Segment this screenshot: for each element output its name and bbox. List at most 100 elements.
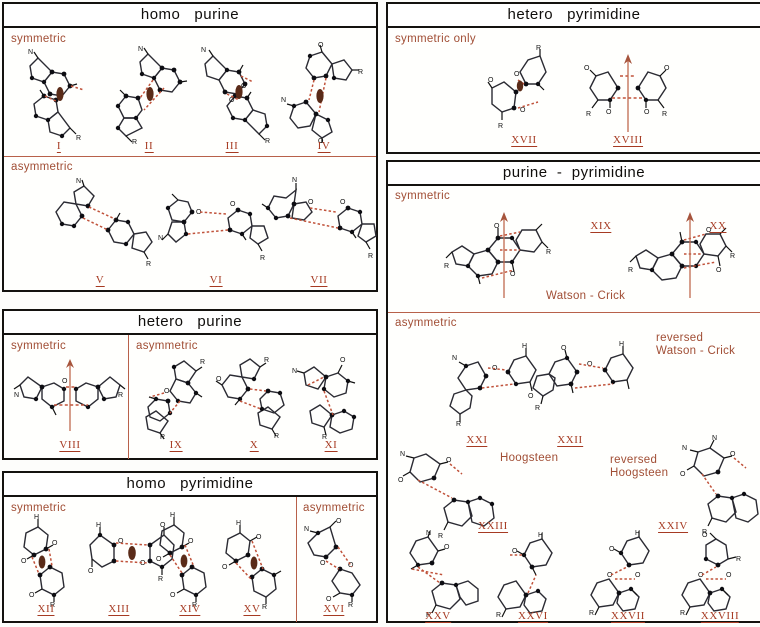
structure-XXIII: N O R O bbox=[398, 440, 518, 540]
svg-text:O: O bbox=[52, 540, 58, 547]
svg-text:O: O bbox=[514, 71, 520, 78]
panel-purine-pyrimidine: purine - pyrimidine symmetric bbox=[386, 160, 760, 623]
numeral-XIX: XIX bbox=[590, 220, 612, 233]
svg-text:N: N bbox=[426, 530, 431, 537]
numeral-I: I bbox=[56, 140, 62, 153]
structure-XXVI: H O R bbox=[488, 532, 584, 619]
note-watson-crick: Watson - Crick bbox=[546, 290, 626, 302]
structure-XXII: O H R O bbox=[532, 330, 653, 426]
svg-text:O: O bbox=[320, 560, 326, 567]
structure-XXVII: H O R O O bbox=[583, 530, 679, 617]
svg-text:H: H bbox=[635, 530, 640, 537]
numeral-IV: IV bbox=[317, 140, 331, 153]
svg-text:O: O bbox=[698, 572, 704, 579]
svg-text:N: N bbox=[712, 435, 717, 442]
panel-hetero-purine: hetero purine symmetric asymmetric bbox=[2, 309, 378, 460]
numeral-XXIV: XXIV bbox=[658, 520, 688, 533]
svg-text:O: O bbox=[188, 538, 194, 545]
sublabel-asymmetric: asymmetric bbox=[136, 340, 198, 352]
svg-text:O: O bbox=[587, 361, 593, 368]
svg-text:O: O bbox=[196, 209, 202, 216]
svg-text:R: R bbox=[628, 267, 633, 274]
numeral-IX: IX bbox=[169, 439, 183, 452]
numeral-VI: VI bbox=[209, 274, 223, 287]
svg-text:O: O bbox=[229, 97, 235, 104]
structure-XVI: N O O R O O bbox=[304, 515, 372, 609]
svg-text:O: O bbox=[160, 522, 166, 529]
svg-text:R: R bbox=[680, 610, 685, 617]
sublabel-asymmetric: asymmetric bbox=[395, 317, 457, 329]
sublabel-asymmetric: asymmetric bbox=[303, 502, 365, 514]
numeral-XVIII: XVIII bbox=[613, 134, 643, 147]
svg-text:R: R bbox=[158, 576, 163, 583]
svg-text:R: R bbox=[736, 556, 741, 563]
svg-text:R: R bbox=[160, 434, 165, 441]
structure-X: R O R bbox=[215, 353, 298, 440]
structure-VI: N R O O bbox=[156, 182, 272, 274]
numeral-XI: XI bbox=[324, 439, 338, 452]
svg-text:N: N bbox=[281, 97, 286, 104]
svg-text:O: O bbox=[29, 592, 35, 599]
panel-body-hetero-purine: symmetric asymmetric bbox=[4, 335, 376, 459]
svg-text:O: O bbox=[318, 42, 324, 49]
numeral-XII: XII bbox=[37, 603, 55, 616]
svg-text:R: R bbox=[265, 138, 270, 145]
panel-homo-purine: homo purine symmetric bbox=[2, 2, 378, 292]
sublabel-symmetric-only: symmetric only bbox=[395, 33, 476, 45]
structure-II: N R bbox=[104, 46, 196, 146]
svg-text:O: O bbox=[561, 345, 567, 352]
svg-text:R: R bbox=[496, 612, 501, 619]
svg-text:R: R bbox=[662, 111, 667, 118]
numeral-XVI: XVI bbox=[323, 603, 345, 616]
svg-text:R: R bbox=[456, 421, 461, 428]
note-reversed-hoogsteen: reversed Hoogsteen bbox=[610, 454, 669, 479]
svg-text:H: H bbox=[522, 343, 527, 350]
sublabel-symmetric: symmetric bbox=[11, 33, 67, 45]
svg-text:N: N bbox=[292, 177, 297, 184]
svg-text:N: N bbox=[76, 178, 81, 185]
panel-body-hetero-pyrimidine: symmetric only bbox=[388, 28, 760, 153]
numeral-III: III bbox=[225, 140, 239, 153]
svg-text:O: O bbox=[118, 538, 124, 545]
svg-text:R: R bbox=[76, 135, 81, 142]
structure-XX: R O R O bbox=[628, 204, 758, 300]
svg-text:O: O bbox=[730, 451, 736, 458]
svg-text:R: R bbox=[146, 261, 151, 268]
svg-text:R: R bbox=[368, 253, 373, 260]
svg-text:N: N bbox=[682, 445, 687, 452]
svg-text:R: R bbox=[536, 45, 541, 52]
numeral-X: X bbox=[249, 439, 259, 452]
svg-text:H: H bbox=[34, 514, 39, 521]
note-reversed-watson-crick: reversed Watson - Crick bbox=[656, 332, 736, 357]
svg-text:O: O bbox=[156, 556, 162, 563]
numeral-XXII: XXII bbox=[557, 434, 583, 447]
svg-text:R: R bbox=[426, 612, 431, 619]
numeral-XXIII: XXIII bbox=[478, 520, 508, 533]
section-divider bbox=[388, 312, 760, 313]
structure-XIV: H O O R O bbox=[154, 512, 224, 609]
panel-body-homo-purine: symmetric bbox=[4, 28, 377, 291]
svg-text:R: R bbox=[274, 433, 279, 440]
svg-text:N: N bbox=[292, 368, 297, 375]
svg-text:H: H bbox=[619, 341, 624, 348]
numeral-XVII: XVII bbox=[511, 134, 537, 147]
panel-title-hetero-pyrimidine: hetero pyrimidine bbox=[388, 4, 760, 28]
svg-text:O: O bbox=[606, 109, 612, 116]
panel-body-purine-pyrimidine: symmetric bbox=[388, 186, 760, 623]
svg-text:O: O bbox=[21, 558, 27, 565]
structure-XXI: N H O R O bbox=[442, 334, 552, 428]
structure-XI: O N R bbox=[292, 351, 376, 441]
structure-XIX: R O R O bbox=[444, 204, 574, 300]
svg-text:O: O bbox=[164, 388, 170, 395]
sublabel-symmetric: symmetric bbox=[11, 340, 67, 352]
svg-text:N: N bbox=[304, 526, 309, 533]
svg-text:O: O bbox=[326, 596, 332, 603]
svg-text:O: O bbox=[584, 65, 590, 72]
sublabel-asymmetric: asymmetric bbox=[11, 161, 73, 173]
svg-text:O: O bbox=[230, 201, 236, 208]
svg-text:R: R bbox=[260, 255, 265, 262]
svg-text:R: R bbox=[118, 392, 123, 399]
svg-text:O: O bbox=[140, 560, 146, 567]
svg-text:R: R bbox=[264, 357, 269, 364]
svg-text:R: R bbox=[132, 139, 137, 146]
